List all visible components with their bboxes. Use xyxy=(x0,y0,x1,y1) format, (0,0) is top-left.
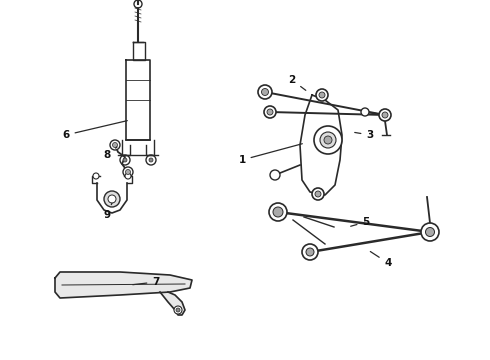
Circle shape xyxy=(104,191,120,207)
Circle shape xyxy=(379,109,391,121)
Circle shape xyxy=(273,207,283,217)
Text: 1: 1 xyxy=(238,144,302,165)
Circle shape xyxy=(93,173,99,179)
Circle shape xyxy=(269,203,287,221)
Text: 9: 9 xyxy=(103,203,112,220)
Circle shape xyxy=(382,112,388,118)
Text: 2: 2 xyxy=(289,75,306,90)
Text: 8: 8 xyxy=(103,147,117,160)
Circle shape xyxy=(123,158,127,162)
Circle shape xyxy=(262,89,269,95)
Circle shape xyxy=(316,89,328,101)
Circle shape xyxy=(174,306,182,314)
Circle shape xyxy=(314,126,342,154)
Circle shape xyxy=(306,248,314,256)
Circle shape xyxy=(258,85,272,99)
Circle shape xyxy=(302,244,318,260)
Circle shape xyxy=(110,140,120,150)
Circle shape xyxy=(125,170,130,175)
Polygon shape xyxy=(160,292,185,315)
Circle shape xyxy=(267,109,273,115)
Circle shape xyxy=(324,136,332,144)
Circle shape xyxy=(113,143,118,148)
Circle shape xyxy=(264,106,276,118)
Text: 7: 7 xyxy=(133,277,160,287)
Text: 6: 6 xyxy=(62,121,127,140)
Circle shape xyxy=(315,191,321,197)
Circle shape xyxy=(319,92,325,98)
Text: 5: 5 xyxy=(351,217,369,227)
Polygon shape xyxy=(55,272,192,298)
Circle shape xyxy=(320,132,336,148)
Text: 3: 3 xyxy=(355,130,373,140)
Circle shape xyxy=(108,195,116,203)
Circle shape xyxy=(149,158,153,162)
Circle shape xyxy=(361,108,369,116)
Circle shape xyxy=(125,173,131,179)
Circle shape xyxy=(421,223,439,241)
Text: 4: 4 xyxy=(370,252,392,268)
Circle shape xyxy=(312,188,324,200)
Circle shape xyxy=(425,228,435,237)
Circle shape xyxy=(176,308,180,312)
Circle shape xyxy=(123,167,133,177)
Circle shape xyxy=(270,170,280,180)
